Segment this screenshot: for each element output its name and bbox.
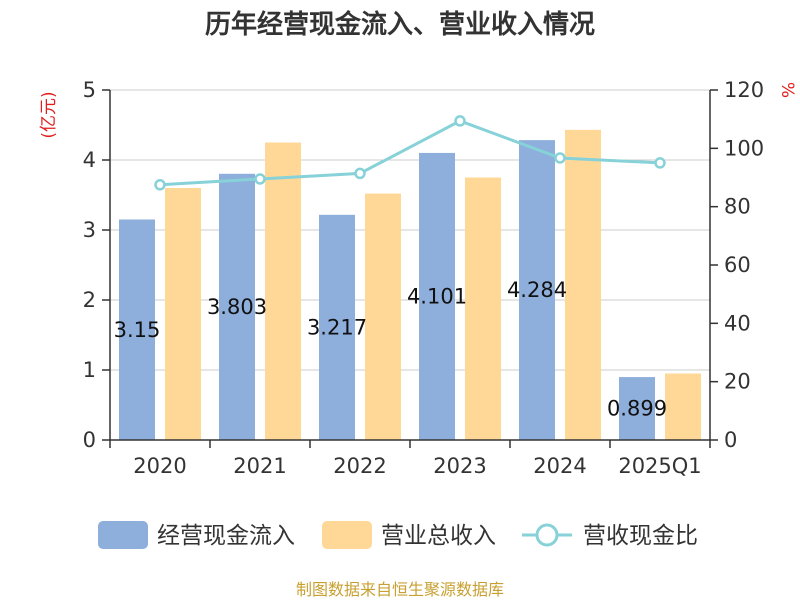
right-axis-tick-label: 100 <box>724 136 764 160</box>
left-axis-tick-label: 2 <box>83 288 96 312</box>
ratio-point <box>254 173 266 185</box>
bar-total-revenue <box>665 373 701 440</box>
x-axis-tick-label: 2022 <box>333 454 386 478</box>
legend: 经营现金流入 营业总收入 营收现金比 <box>98 521 698 549</box>
bar-cash-inflow <box>319 214 355 440</box>
bar-cash-inflow <box>519 140 555 440</box>
bar-cash-inflow <box>219 173 255 441</box>
bar-total-revenue <box>365 193 401 440</box>
data-label: 3.15 <box>114 318 161 342</box>
right-axis-unit: % <box>777 82 797 98</box>
bars <box>119 129 701 441</box>
bar-total-revenue <box>465 177 501 440</box>
right-axis-tick-label: 120 <box>724 78 764 102</box>
legend-swatch-total-revenue <box>322 521 372 549</box>
data-labels: 3.15 3.803 3.217 4.101 4.284 0.899 <box>114 278 667 420</box>
legend-swatch-ratio-marker <box>535 523 559 547</box>
ratio-point <box>454 115 466 127</box>
right-axis-tick-label: 0 <box>724 428 737 452</box>
data-label: 0.899 <box>607 397 667 421</box>
bar-cash-inflow <box>419 152 455 440</box>
data-label: 4.284 <box>507 278 567 302</box>
ratio-series-line <box>159 119 661 187</box>
ratio-point <box>654 157 666 169</box>
ratio-point <box>554 152 566 164</box>
x-axis-tick-label: 2021 <box>233 454 286 478</box>
source-text: 制图数据来自恒生聚源数据库 <box>296 580 504 599</box>
bar-cash-inflow <box>619 377 655 440</box>
x-axis-tick-label: 2024 <box>533 454 586 478</box>
bar-total-revenue <box>265 142 301 440</box>
left-axis-tick-label: 5 <box>83 78 96 102</box>
right-axis-tick-label: 60 <box>724 253 751 277</box>
chart-title: 历年经营现金流入、营业收入情况 <box>205 9 595 40</box>
ratio-line <box>154 115 666 191</box>
bar-cash-inflow <box>119 219 155 440</box>
legend-swatch-cash-inflow <box>98 521 148 549</box>
ratio-point <box>354 167 366 180</box>
left-axis-tick-label: 0 <box>83 428 96 452</box>
x-axis-tick-label: 2023 <box>433 454 486 478</box>
right-axis-tick-label: 20 <box>724 370 751 394</box>
legend-label-cash-inflow: 经营现金流入 <box>157 523 295 549</box>
data-label: 4.101 <box>407 284 467 308</box>
bar-total-revenue <box>165 188 201 440</box>
legend-label-total-revenue: 营业总收入 <box>381 523 496 549</box>
left-axis-tick-label: 3 <box>83 218 96 242</box>
ratio-point <box>154 179 166 191</box>
left-axis-unit: (亿元) <box>39 91 59 138</box>
data-label: 3.803 <box>207 295 267 319</box>
left-axis-tick-label: 4 <box>83 148 96 172</box>
x-axis-tick-label: 2025Q1 <box>618 454 701 478</box>
right-axis-tick-label: 80 <box>724 195 751 219</box>
legend-label-ratio: 营收现金比 <box>583 523 698 549</box>
axes: 0 1 2 3 4 5 0 20 40 60 80 100 120 2020 2021 2022 2023 202… <box>83 78 764 478</box>
x-axis-tick-label: 2020 <box>133 454 186 478</box>
data-label: 3.217 <box>307 315 367 339</box>
left-axis-tick-label: 1 <box>83 358 96 382</box>
right-axis-tick-label: 40 <box>724 311 751 335</box>
bar-total-revenue <box>565 129 601 440</box>
